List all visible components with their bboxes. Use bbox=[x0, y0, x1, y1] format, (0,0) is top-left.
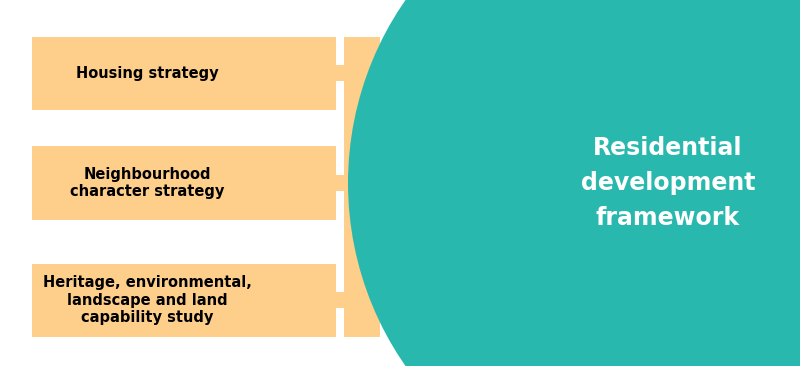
Text: Residential
development
framework: Residential development framework bbox=[581, 135, 755, 231]
Polygon shape bbox=[336, 175, 344, 191]
Ellipse shape bbox=[348, 0, 800, 366]
Polygon shape bbox=[480, 157, 544, 209]
Polygon shape bbox=[336, 65, 344, 81]
FancyBboxPatch shape bbox=[32, 146, 336, 220]
Polygon shape bbox=[344, 37, 380, 337]
Polygon shape bbox=[380, 175, 480, 191]
Polygon shape bbox=[336, 292, 344, 308]
Text: Neighbourhood
character strategy: Neighbourhood character strategy bbox=[70, 167, 225, 199]
Text: Heritage, environmental,
landscape and land
capability study: Heritage, environmental, landscape and l… bbox=[43, 275, 252, 325]
Text: Housing strategy: Housing strategy bbox=[76, 66, 219, 81]
FancyBboxPatch shape bbox=[32, 37, 336, 110]
FancyBboxPatch shape bbox=[32, 264, 336, 337]
